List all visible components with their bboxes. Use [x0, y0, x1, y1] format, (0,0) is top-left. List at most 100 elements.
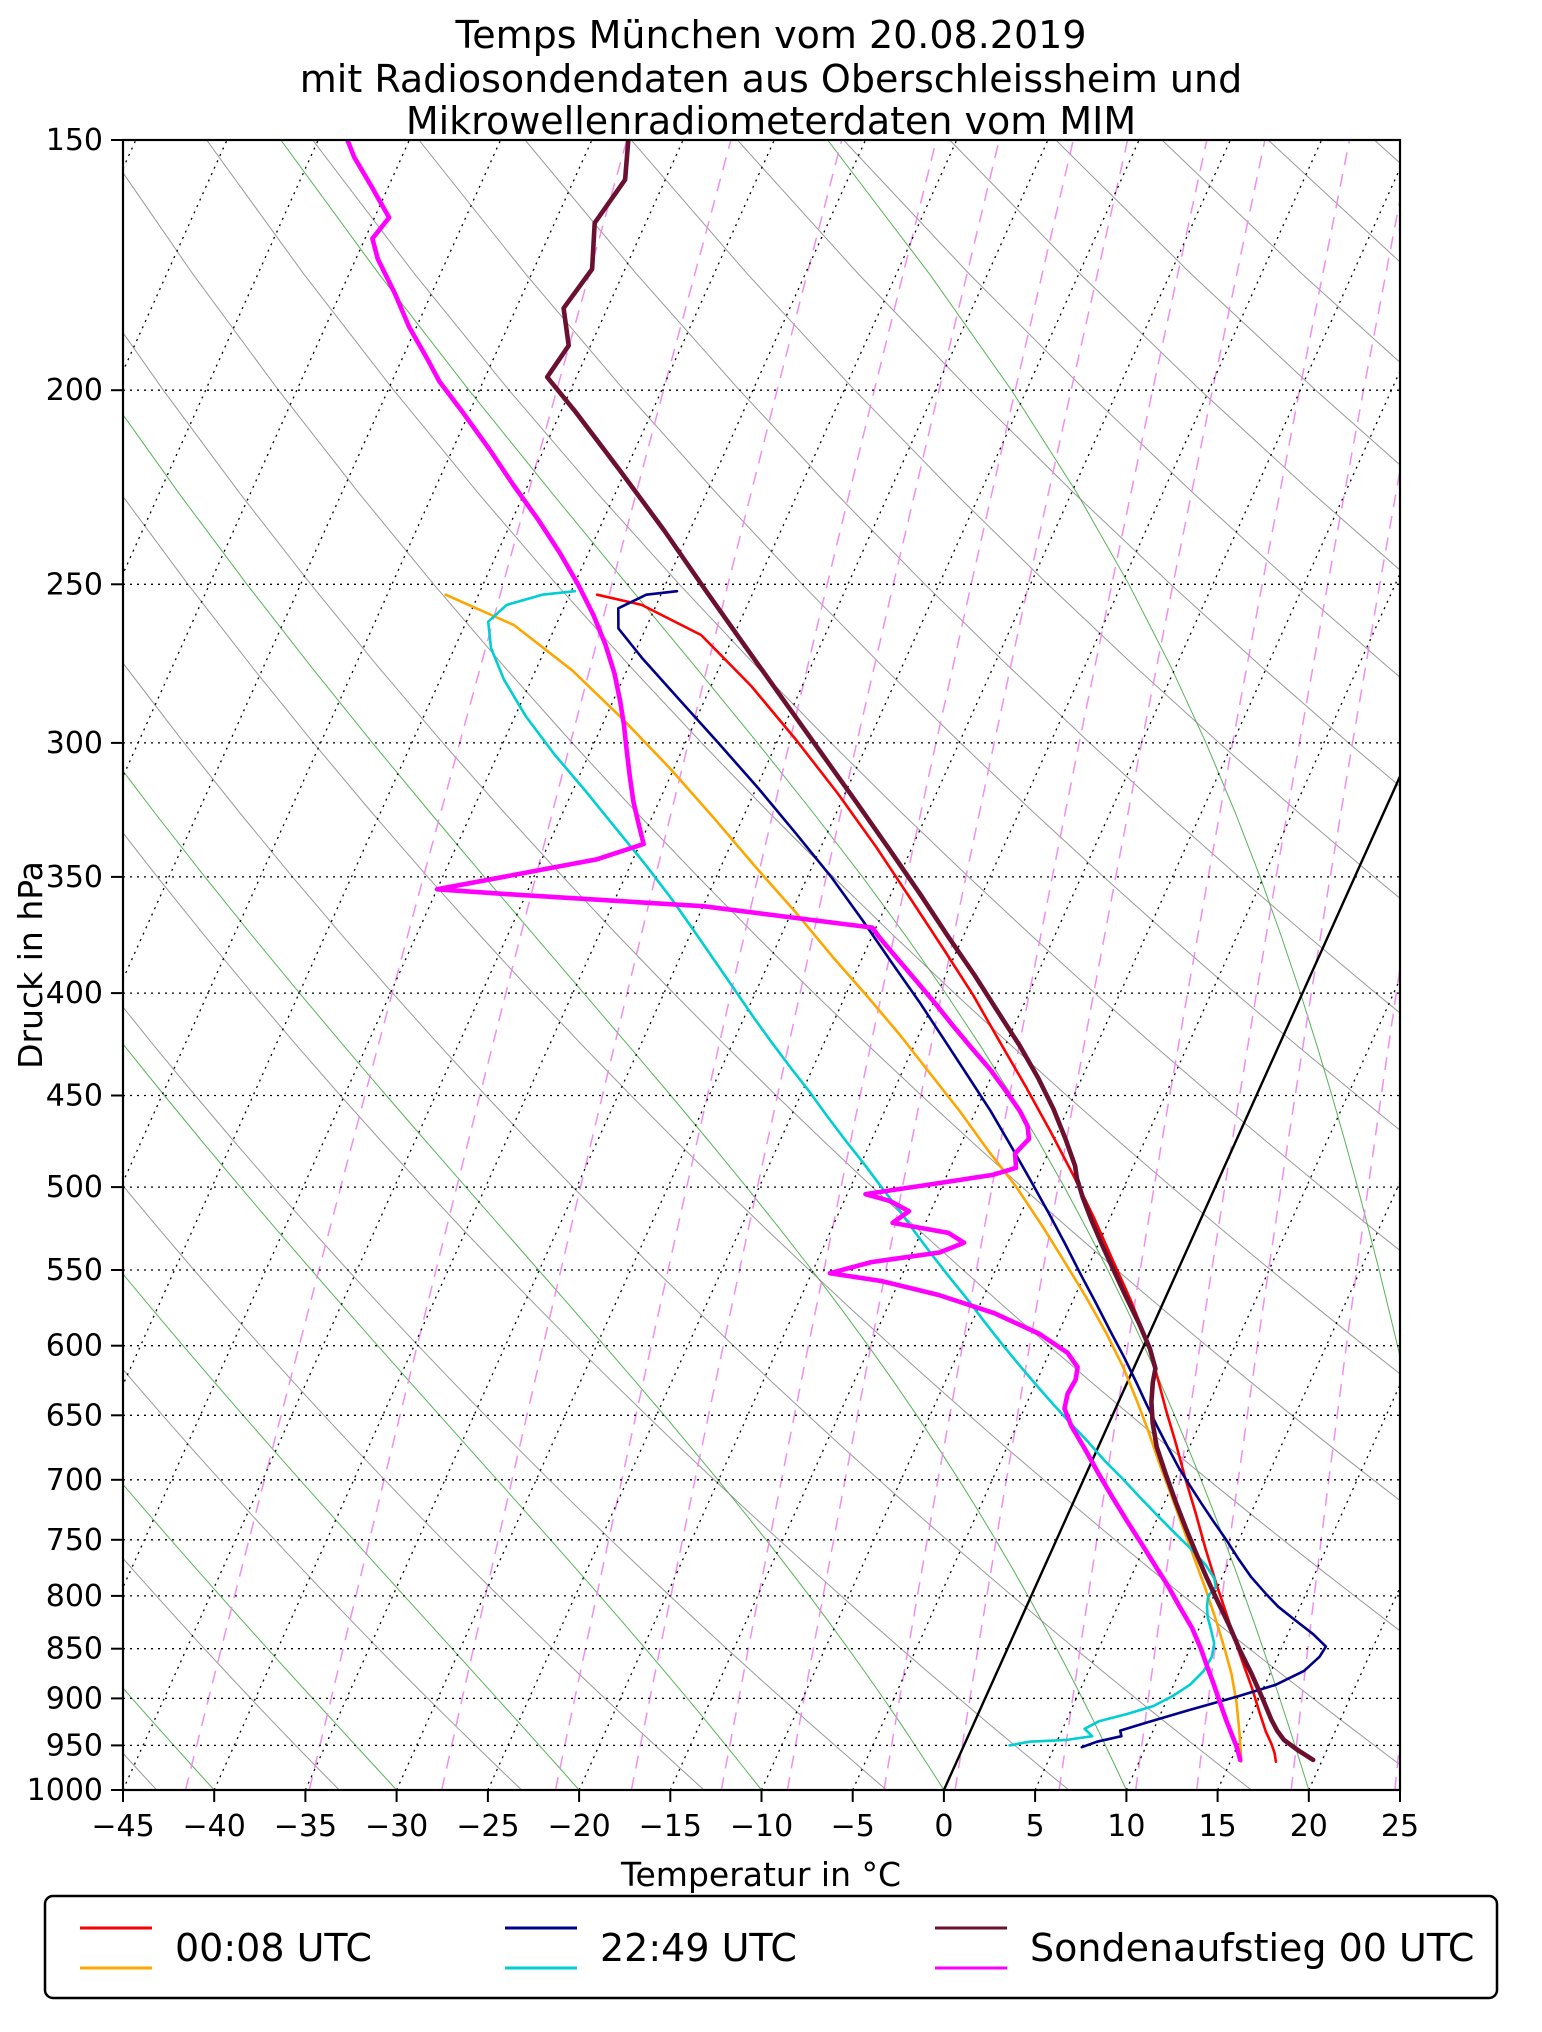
zero-isotherm — [942, 773, 1400, 1790]
dry-adiabat — [123, 1185, 705, 1790]
isotherm — [1125, 1180, 1400, 1790]
y-tick-label: 600 — [46, 1329, 103, 1364]
navy-curve — [617, 589, 1328, 1749]
moist-adiabat — [123, 1043, 762, 1790]
y-tick-label: 250 — [46, 567, 103, 602]
mixing-ratio-line — [630, 140, 1000, 1790]
isotherm — [487, 140, 1231, 1790]
x-tick-label: −20 — [547, 1809, 610, 1844]
isotherm — [213, 140, 958, 1790]
x-axis-ticks: −45 −40 −35 −30 −25 −20 −15 −10 −5 0 5 10 15 20 25 — [91, 1790, 1419, 1844]
dry-adiabat — [949, 140, 1400, 571]
isotherm-lines — [123, 140, 1400, 1790]
isotherm — [123, 140, 593, 1184]
mixing-ratio-line — [786, 140, 1129, 1790]
y-tick-label: 850 — [46, 1632, 103, 1667]
dry-adiabat — [1161, 140, 1400, 363]
y-tick-label: 200 — [46, 373, 103, 408]
mixing-ratio-lines — [184, 140, 1400, 1790]
plot-frame — [121, 138, 1402, 1792]
dry-adiabat — [123, 1006, 887, 1790]
y-axis-label: Druck in hPa — [11, 861, 50, 1069]
magenta-curve — [345, 140, 1243, 1763]
dry-adiabat — [123, 832, 1070, 1790]
isotherm — [304, 140, 1049, 1790]
moist-adiabat — [280, 140, 1310, 1790]
chart-title-line1: Temps München vom 20.08.2019 — [454, 13, 1086, 57]
isotherm — [1034, 977, 1400, 1790]
dry-adiabat — [1481, 140, 1542, 1790]
x-tick-label: 10 — [1107, 1809, 1145, 1844]
y-axis-ticks: 150 200 250 300 350 400 450 500 550 600 650 700 750 8… — [27, 123, 123, 1808]
y-tick-label: 550 — [46, 1253, 103, 1288]
cyan-curve — [486, 589, 1218, 1747]
dry-adiabat — [737, 140, 1400, 788]
moist-adiabat — [123, 1273, 580, 1790]
isotherm — [123, 140, 684, 1387]
dry-adiabat-lines — [123, 140, 1542, 1790]
y-tick-label: 350 — [46, 860, 103, 895]
x-tick-label: 15 — [1199, 1809, 1237, 1844]
dry-adiabat — [524, 140, 1400, 1014]
isotherm — [1217, 1383, 1400, 1790]
isotherm — [1399, 1788, 1400, 1790]
moist-adiabat — [827, 140, 1400, 1359]
dry-adiabat — [123, 331, 1400, 1632]
mixing-ratio-line — [184, 140, 628, 1790]
chart-title-line3: Mikrowellenradiometerdaten vom MIM — [406, 99, 1136, 143]
x-tick-label: −15 — [639, 1809, 702, 1844]
mixing-ratio-line — [954, 140, 1266, 1790]
dry-adiabat — [123, 1557, 340, 1790]
dry-adiabat — [206, 140, 1400, 1375]
mixing-ratio-line — [1290, 963, 1400, 1790]
x-tick-label: −35 — [274, 1809, 337, 1844]
isotherm — [669, 166, 1400, 1790]
red-curve — [595, 593, 1278, 1763]
legend-label-2249: 22:49 UTC — [600, 1926, 797, 1970]
dry-adiabat — [123, 495, 1400, 1766]
y-tick-label: 300 — [46, 726, 103, 761]
dry-adiabat — [418, 140, 1400, 1131]
mixing-ratio-line — [720, 140, 1075, 1790]
x-tick-label: 25 — [1381, 1809, 1419, 1844]
mixing-ratio-line — [308, 140, 732, 1790]
isotherm — [760, 369, 1400, 1790]
pressure-gridlines — [123, 140, 1400, 1790]
legend-label-0008: 00:08 UTC — [175, 1926, 372, 1970]
y-tick-label: 500 — [46, 1170, 103, 1205]
isotherm — [1308, 1585, 1400, 1790]
dry-adiabat — [630, 140, 1400, 899]
dry-adiabat — [1267, 140, 1400, 263]
moist-adiabat — [123, 413, 1127, 1790]
y-tick-label: 800 — [46, 1579, 103, 1614]
maroon-curve — [544, 140, 1316, 1763]
x-tick-label: 20 — [1290, 1809, 1328, 1844]
isotherm — [852, 572, 1400, 1790]
y-tick-label: 150 — [46, 123, 103, 158]
y-tick-label: 900 — [46, 1681, 103, 1716]
dry-adiabat — [312, 140, 1400, 1252]
isotherm — [396, 140, 1140, 1790]
x-tick-label: −10 — [730, 1809, 793, 1844]
sounding-curves — [345, 140, 1328, 1763]
moist-adiabat — [123, 1483, 397, 1790]
plot-background — [123, 140, 1542, 1790]
y-tick-label: 450 — [46, 1079, 103, 1114]
y-tick-label: 400 — [46, 976, 103, 1011]
moist-adiabat — [1441, 140, 1542, 1790]
x-tick-label: −25 — [456, 1809, 519, 1844]
isotherm — [123, 140, 867, 1790]
orange-curve — [444, 593, 1243, 1763]
y-tick-label: 1000 — [27, 1773, 103, 1808]
mixing-ratio-line — [1134, 195, 1400, 1790]
x-tick-label: −45 — [91, 1809, 154, 1844]
y-tick-label: 950 — [46, 1728, 103, 1763]
x-tick-label: −30 — [365, 1809, 428, 1844]
x-tick-label: −40 — [183, 1809, 246, 1844]
dry-adiabat — [123, 662, 1252, 1790]
isotherm — [123, 140, 775, 1589]
x-tick-label: 5 — [1026, 1809, 1045, 1844]
moist-adiabat — [123, 770, 945, 1790]
x-tick-label: −5 — [831, 1809, 875, 1844]
